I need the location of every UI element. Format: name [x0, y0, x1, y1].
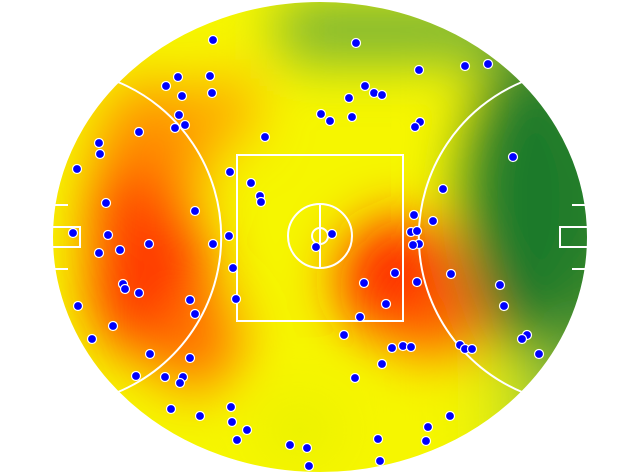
point [71, 163, 83, 175]
point [169, 122, 181, 134]
point [159, 371, 171, 383]
point [409, 121, 421, 133]
point [507, 151, 519, 163]
point [408, 209, 420, 221]
point [445, 268, 457, 280]
point [172, 71, 184, 83]
point [284, 439, 296, 451]
point [160, 80, 172, 92]
point [174, 377, 186, 389]
point [225, 401, 237, 413]
point [176, 90, 188, 102]
point [303, 460, 315, 472]
point [223, 230, 235, 242]
points [67, 34, 545, 472]
point [93, 137, 105, 149]
point [173, 109, 185, 121]
point [241, 424, 253, 436]
point [315, 108, 327, 120]
point [516, 333, 528, 345]
point [189, 308, 201, 320]
point [93, 247, 105, 259]
point [130, 370, 142, 382]
point [374, 455, 386, 467]
point [72, 300, 84, 312]
point [422, 421, 434, 433]
point [245, 177, 257, 189]
point [324, 115, 336, 127]
point [533, 348, 545, 360]
point [326, 228, 338, 240]
point [255, 196, 267, 208]
point [427, 215, 439, 227]
point [389, 267, 401, 279]
point [338, 329, 350, 341]
point [119, 283, 131, 295]
point [179, 119, 191, 131]
point [207, 238, 219, 250]
point [207, 34, 219, 46]
point [376, 358, 388, 370]
point [376, 89, 388, 101]
point [444, 410, 456, 422]
point [226, 416, 238, 428]
point [420, 435, 432, 447]
point [407, 239, 419, 251]
point [204, 70, 216, 82]
point [206, 87, 218, 99]
point [343, 92, 355, 104]
point [100, 197, 112, 209]
point [230, 293, 242, 305]
point [405, 341, 417, 353]
point [224, 166, 236, 178]
point [114, 244, 126, 256]
point [184, 294, 196, 306]
point [133, 126, 145, 138]
point [358, 277, 370, 289]
point [143, 238, 155, 250]
point [86, 333, 98, 345]
point [194, 410, 206, 422]
point [227, 262, 239, 274]
point [498, 300, 510, 312]
point [231, 434, 243, 446]
point [259, 131, 271, 143]
point [494, 279, 506, 291]
point [189, 205, 201, 217]
point [184, 352, 196, 364]
point [459, 60, 471, 72]
point [133, 287, 145, 299]
point [386, 342, 398, 354]
point [413, 64, 425, 76]
point [349, 372, 361, 384]
point [310, 241, 322, 253]
point [346, 111, 358, 123]
point [437, 183, 449, 195]
point [372, 433, 384, 445]
point [354, 311, 366, 323]
point [482, 58, 494, 70]
point [350, 37, 362, 49]
point [359, 80, 371, 92]
point [411, 276, 423, 288]
point [165, 403, 177, 415]
point [380, 298, 392, 310]
point [67, 227, 79, 239]
point [466, 343, 478, 355]
point [301, 442, 313, 454]
point [107, 320, 119, 332]
field-lines [51, 0, 589, 474]
point [94, 148, 106, 160]
point [411, 225, 423, 237]
point [102, 229, 114, 241]
point [144, 348, 156, 360]
